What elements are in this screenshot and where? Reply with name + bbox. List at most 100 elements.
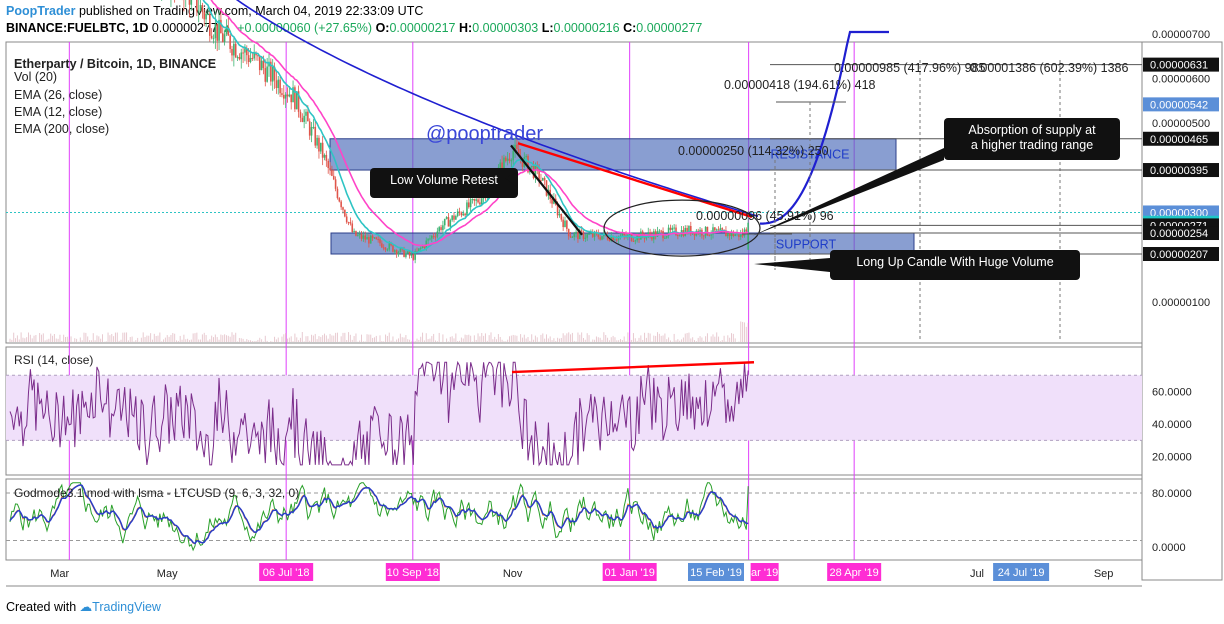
legend-item: EMA (200, close) [14, 122, 109, 136]
candle-body [334, 179, 337, 189]
candle-body [229, 35, 231, 49]
candle-body [630, 234, 633, 241]
candle-body [246, 48, 248, 56]
candle-body [580, 230, 583, 232]
candle-body [247, 55, 250, 62]
candle-body [397, 252, 400, 255]
candle-body [542, 177, 544, 181]
published-text: published on TradingView.com, March 04, … [78, 4, 424, 18]
candle-body [634, 240, 637, 242]
candle-body [197, 10, 200, 12]
candle-body [271, 66, 274, 82]
candle-body [264, 68, 267, 82]
candle-body [273, 66, 276, 81]
candle-body [431, 235, 433, 239]
candle-body [338, 198, 341, 202]
candle-body [593, 231, 596, 237]
candle-body [456, 211, 459, 217]
candle-body [368, 237, 370, 244]
time-tick: Jul [970, 568, 984, 580]
candle-body [303, 115, 305, 122]
price-tag: 0.00000207 [1150, 249, 1208, 261]
candle-body [721, 228, 724, 230]
candle-body [468, 202, 470, 208]
candle-body [382, 247, 385, 249]
candle-body [429, 238, 431, 240]
tradingview-link[interactable]: TradingView [92, 600, 161, 614]
candle-body [290, 94, 292, 103]
change-value: +0.00000060 (+27.65%) [237, 21, 373, 35]
candle-body [321, 142, 324, 158]
candle-body [281, 93, 283, 95]
candle-body [651, 234, 653, 240]
godmode-tick: 80.0000 [1152, 488, 1192, 500]
candle-body [545, 180, 548, 196]
candle-body [196, 0, 198, 12]
zone-resistance [329, 138, 897, 171]
candle-body [714, 227, 716, 231]
godmode-label: Godmode3.1 mod with lsma - LTCUSD (9, 6,… [14, 486, 299, 500]
candle-body [286, 94, 289, 97]
candle-body [543, 177, 546, 181]
callout-low-volume-tail [505, 172, 518, 188]
candle-body [425, 240, 428, 248]
candle-body [305, 111, 307, 116]
candle-body [673, 227, 675, 229]
candle-body [212, 38, 215, 40]
candle-body [738, 232, 740, 237]
candle-body [440, 227, 442, 230]
callout-low-volume-box [370, 168, 518, 198]
candle-body [501, 162, 503, 173]
candle-body [505, 157, 507, 161]
candle-body [275, 80, 278, 89]
candle-body [462, 213, 465, 216]
godmode-blue-line [9, 484, 749, 545]
candle-body [678, 235, 681, 237]
candle-body [403, 248, 405, 257]
candle-body [323, 154, 326, 158]
candle-body [325, 154, 328, 161]
candle-body [336, 188, 339, 199]
candle-body [233, 43, 235, 56]
candle-body [236, 57, 239, 59]
candle-body [266, 66, 268, 82]
resistance-label: RESISTANCE [771, 147, 850, 161]
candle-body [299, 111, 302, 118]
candle-body [445, 217, 448, 219]
rsi-trendline [511, 361, 755, 374]
candle-body [671, 227, 674, 230]
candle-body [342, 207, 344, 210]
candle-body [601, 236, 603, 240]
candle-body [564, 220, 566, 228]
candle-body [355, 230, 357, 236]
rsi-tick: 60.0000 [1152, 387, 1192, 399]
godmode-green-line [9, 482, 749, 552]
c-value: 0.00000277 [636, 21, 703, 35]
candle-body [190, 0, 193, 5]
candle-body [471, 198, 474, 200]
candle-body [579, 230, 581, 240]
symbol-label: BINANCE:FUELBTC, 1D [6, 21, 149, 35]
candle-body [260, 60, 263, 71]
date-tag-blue-box [993, 563, 1050, 581]
candle-body [510, 160, 513, 162]
candle-body [227, 26, 230, 36]
last-price: 0.00000277 [151, 21, 218, 35]
price-tick: 0.00000600 [1152, 73, 1210, 85]
candle-body [234, 43, 237, 58]
candle-body [571, 236, 574, 238]
candle-body [238, 57, 241, 60]
candle-body [466, 202, 468, 216]
candle-body [449, 220, 452, 227]
price-tag-box [1143, 131, 1219, 146]
candle-body [556, 204, 559, 216]
tradingview-logo-icon[interactable]: ☁ [79, 600, 93, 614]
candle-body [432, 235, 435, 237]
publisher-name[interactable]: PoopTrader [6, 4, 76, 18]
candle-body [527, 155, 529, 173]
candle-body [658, 230, 661, 232]
candle-body [277, 79, 280, 89]
candle-body [436, 231, 439, 237]
